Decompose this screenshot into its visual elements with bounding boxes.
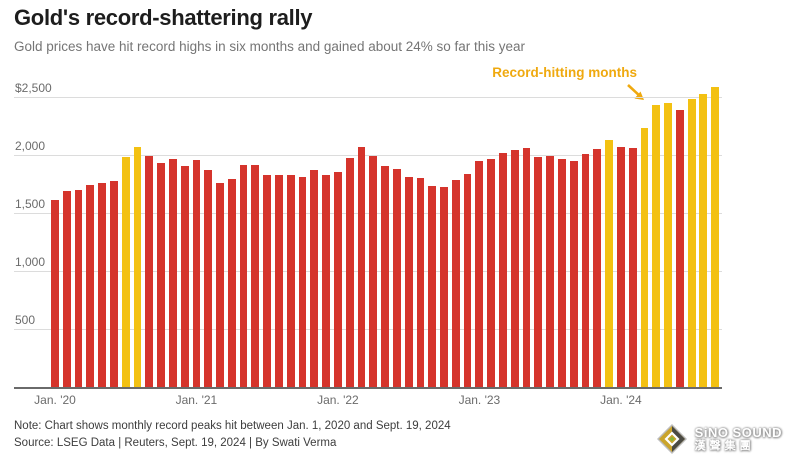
bar-apr-2024: [652, 105, 661, 387]
bars: [51, 0, 723, 387]
bar-jul-2023: [546, 156, 555, 387]
bar-jun-2024: [675, 110, 684, 387]
bar-jun-2020: [109, 180, 118, 387]
bar-mar-2020: [74, 189, 83, 387]
bar-jan-2022: [334, 172, 342, 387]
bar-dec-2021: [322, 174, 331, 387]
bar-aug-2021: [275, 174, 283, 387]
bar-sep-2023: [569, 160, 578, 387]
bar-may-2024: [664, 103, 672, 387]
logo-name: SiNO SOUND: [694, 424, 782, 440]
x-tick-label-Jan23: Jan. '23: [458, 393, 501, 407]
bar-nov-2022: [451, 180, 460, 387]
bar-apr-2020: [86, 184, 95, 387]
bar-nov-2020: [168, 159, 177, 387]
bar-apr-2023: [510, 149, 519, 387]
bar-oct-2022: [440, 186, 448, 387]
bar-aug-2024: [699, 93, 708, 387]
y-tick-label-1500: 1,500: [15, 197, 46, 212]
gridline-1500: [14, 213, 722, 215]
bar-nov-2021: [310, 169, 319, 387]
bar-jun-2022: [392, 169, 401, 387]
bar-feb-2021: [204, 170, 213, 387]
y-tick-label-2000: 2,000: [15, 139, 46, 154]
bar-feb-2022: [345, 158, 354, 387]
diamond-logo-icon: [656, 424, 687, 454]
bar-feb-2024: [628, 148, 637, 387]
gridline-500: [14, 329, 722, 331]
y-tick-label-1000: 1,000: [15, 255, 46, 270]
bar-feb-2023: [487, 158, 496, 387]
bar-jan-2020: [51, 200, 59, 387]
gridline-1000: [14, 271, 722, 273]
bar-jun-2021: [251, 165, 260, 387]
bar-oct-2020: [157, 163, 165, 387]
bar-apr-2022: [369, 155, 378, 387]
bar-sep-2021: [286, 174, 295, 387]
bar-may-2021: [239, 165, 248, 387]
record-months-annotation: Record-hitting months: [492, 65, 637, 80]
x-tick-label-Jan20: Jan. '20: [34, 393, 76, 407]
x-tick-label-Jan24: Jan. '24: [600, 393, 642, 407]
bar-mar-2023: [499, 153, 507, 387]
bar-aug-2022: [416, 177, 425, 387]
bar-may-2020: [98, 182, 107, 387]
y-tick-label-500: 500: [15, 313, 36, 328]
bar-oct-2023: [581, 154, 590, 387]
bar-dec-2023: [605, 139, 613, 387]
bar-may-2023: [522, 147, 531, 387]
bar-jul-2022: [404, 176, 413, 387]
bar-jan-2023: [475, 160, 484, 387]
bar-feb-2020: [62, 191, 71, 387]
bar-sep-2022: [428, 185, 437, 387]
bar-mar-2021: [216, 183, 224, 387]
bar-aug-2023: [558, 158, 566, 387]
chart-source: Source: LSEG Data | Reuters, Sept. 19, 2…: [14, 437, 337, 449]
page-title: Gold's record-shattering rally: [14, 5, 313, 30]
bar-sep-2020: [145, 156, 154, 387]
bar-mar-2024: [640, 127, 649, 387]
x-axis-baseline: [14, 387, 722, 389]
bar-jan-2021: [192, 160, 201, 387]
bar-oct-2021: [298, 176, 307, 387]
bar-may-2022: [381, 165, 389, 387]
gridline-2000: [14, 155, 722, 157]
bar-dec-2022: [463, 173, 472, 387]
sino-sound-logo: SiNO SOUND 漢聲集團: [656, 423, 782, 455]
x-tick-label-Jan22: Jan. '22: [317, 393, 359, 407]
bar-nov-2023: [593, 149, 602, 387]
bar-sep-2024: [711, 87, 720, 387]
logo-chinese: 漢聲集團: [694, 440, 755, 453]
bar-apr-2021: [227, 178, 236, 387]
bar-jun-2023: [534, 157, 543, 387]
gridline-2500: [14, 97, 722, 99]
bar-dec-2020: [180, 166, 189, 387]
bar-jul-2024: [687, 99, 696, 387]
y-tick-label-2500: $2,500: [15, 81, 52, 96]
bar-jul-2020: [121, 157, 130, 387]
chart-note: Note: Chart shows monthly record peaks h…: [14, 420, 451, 432]
page-subtitle: Gold prices have hit record highs in six…: [14, 39, 526, 54]
bar-aug-2020: [133, 146, 142, 387]
bar-jul-2021: [263, 174, 272, 387]
bar-mar-2022: [357, 147, 366, 387]
x-tick-label-Jan21: Jan. '21: [175, 393, 218, 407]
bar-jan-2024: [616, 147, 625, 387]
